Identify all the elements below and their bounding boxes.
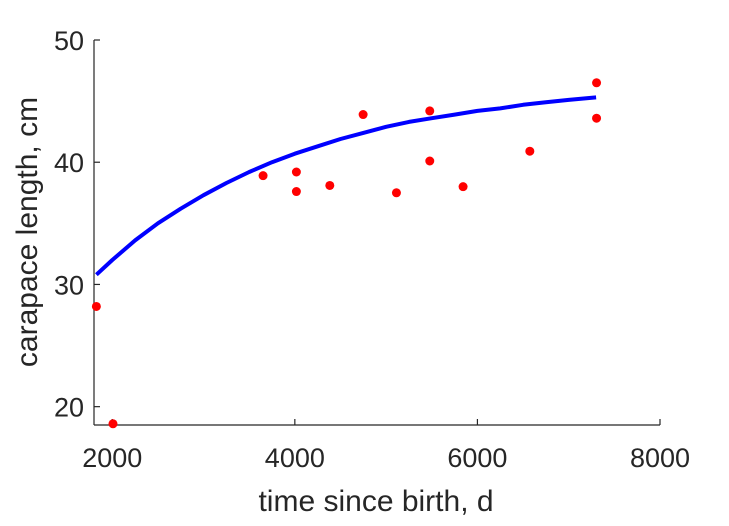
- y-tick-label: 20: [54, 393, 84, 423]
- x-tick-label: 2000: [82, 443, 142, 473]
- data-point: [525, 146, 535, 156]
- y-axis-label: carapace length, cm: [11, 97, 44, 367]
- x-tick-label: 4000: [265, 443, 325, 473]
- data-point: [592, 113, 602, 123]
- fitted-curve-line: [95, 95, 597, 277]
- fitted-curve-layer: [95, 95, 597, 277]
- axes: 2000 4000 6000 8000 20 30 40 50: [54, 26, 690, 473]
- data-point: [258, 171, 268, 181]
- data-point: [425, 156, 435, 166]
- y-tick-label: 30: [54, 270, 84, 300]
- data-point: [391, 188, 401, 198]
- x-tick-label: 6000: [447, 443, 507, 473]
- x-tick-label: 8000: [630, 443, 690, 473]
- data-points-layer: [91, 78, 602, 429]
- data-point: [458, 182, 468, 192]
- data-point: [592, 78, 602, 88]
- data-point: [425, 106, 435, 116]
- data-point: [108, 419, 118, 429]
- y-tick-label: 40: [54, 148, 84, 178]
- y-tick-label: 50: [54, 26, 84, 56]
- data-point: [325, 180, 335, 190]
- data-point: [291, 167, 301, 177]
- data-point: [91, 301, 101, 311]
- x-axis-label: time since birth, d: [258, 485, 493, 518]
- data-point: [358, 110, 368, 120]
- data-point: [291, 187, 301, 197]
